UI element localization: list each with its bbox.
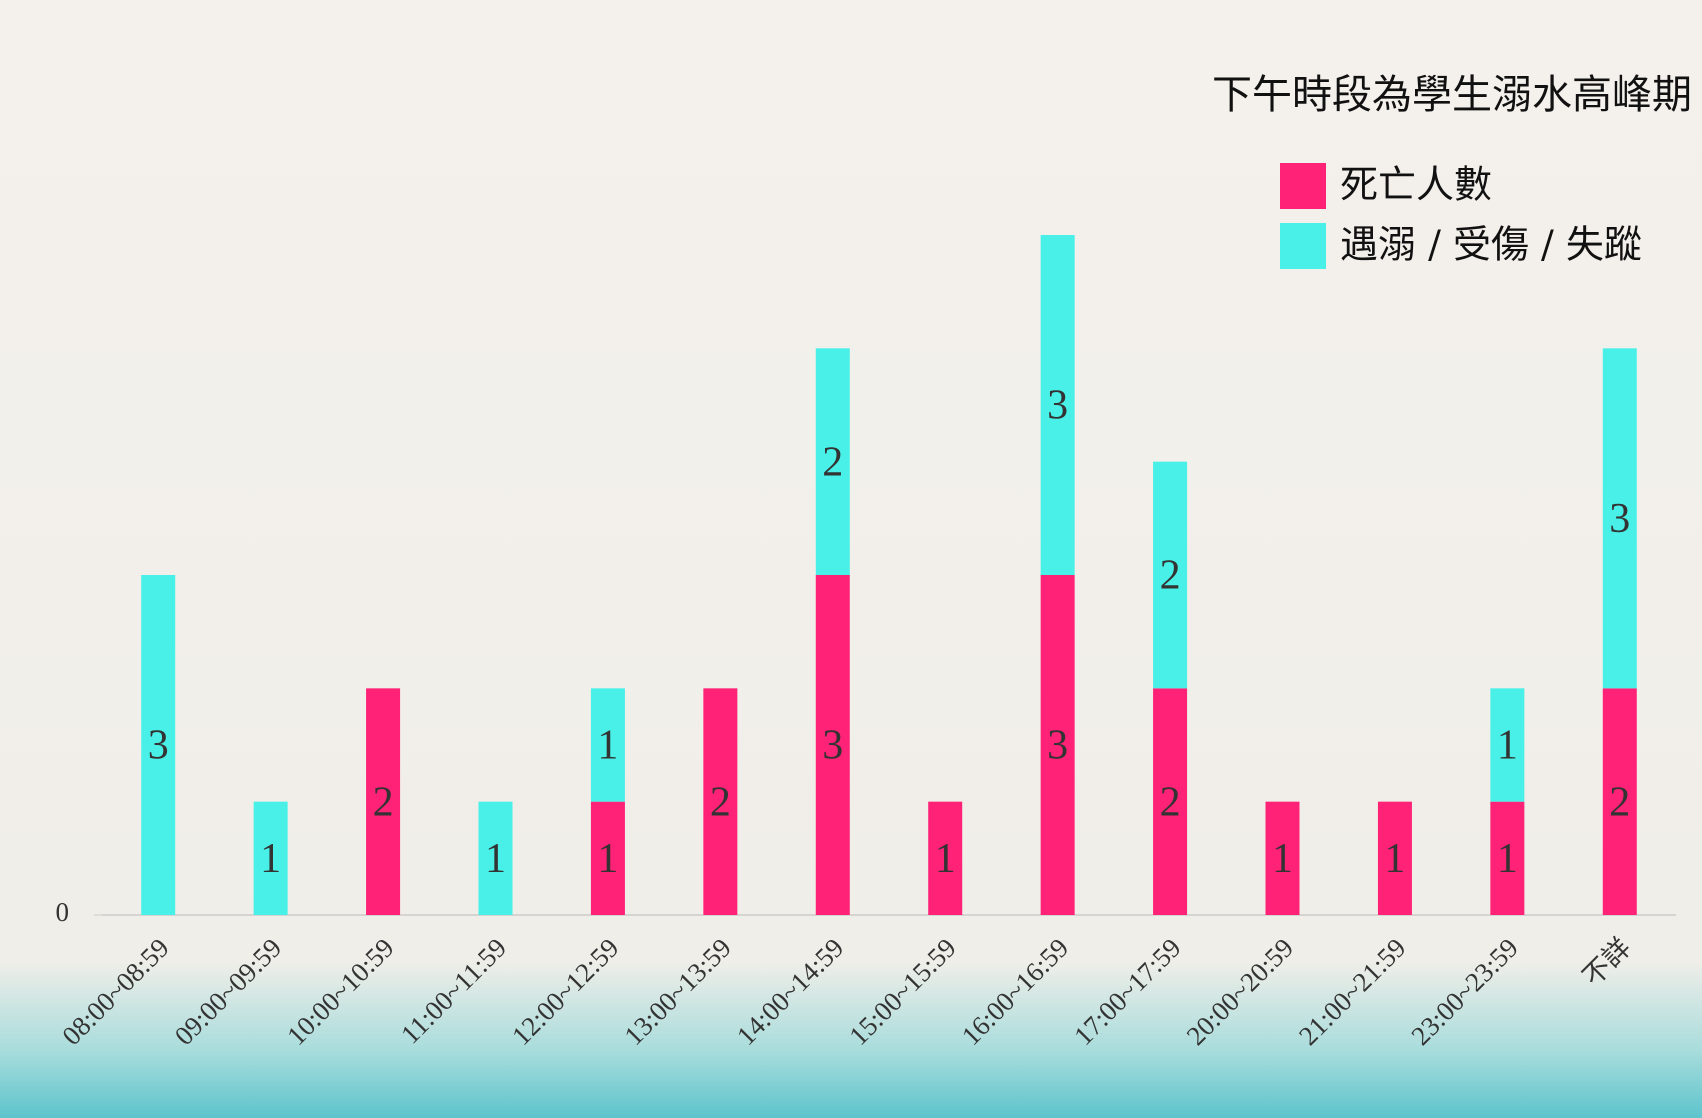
- bar-segment: [1490, 688, 1525, 802]
- data-label: 1: [485, 836, 506, 882]
- annotation: 下午時段為學生溺水高峰期: [1212, 72, 1692, 118]
- bar-segment: [590, 688, 625, 802]
- data-label: 1: [1497, 836, 1518, 882]
- data-label: 1: [1384, 836, 1405, 882]
- bar-segment: [478, 801, 513, 915]
- data-label: 1: [597, 836, 618, 882]
- bar-segment: [928, 801, 963, 915]
- y-tick-label: 0: [56, 897, 70, 927]
- bar-segment: [1490, 801, 1525, 915]
- data-label: 2: [1609, 779, 1630, 825]
- data-label: 1: [597, 723, 618, 769]
- data-label: 3: [1047, 723, 1068, 769]
- bar-segment: [366, 688, 401, 915]
- data-label: 3: [1609, 496, 1630, 542]
- data-label: 3: [148, 723, 169, 769]
- bar-segment: [253, 801, 288, 915]
- bar-segment: [1602, 688, 1637, 915]
- bar-segment: [1153, 461, 1188, 689]
- data-label: 1: [1497, 723, 1518, 769]
- bar-segment: [1040, 575, 1075, 915]
- data-label: 1: [935, 836, 956, 882]
- data-label: 2: [1160, 553, 1181, 599]
- bar-segment: [815, 348, 850, 575]
- legend-label: 死亡人數: [1340, 163, 1492, 207]
- legend-swatch: [1280, 163, 1326, 209]
- bar-segment: [1153, 688, 1188, 915]
- data-label: 2: [1160, 779, 1181, 825]
- data-label: 2: [710, 779, 731, 825]
- legend-label: 遇溺 / 受傷 / 失蹤: [1340, 223, 1642, 267]
- data-label: 3: [822, 723, 843, 769]
- bar-segment: [1602, 348, 1637, 689]
- bar-segment: [703, 688, 738, 915]
- data-label: 1: [1272, 836, 1293, 882]
- bar-segment: [815, 575, 850, 915]
- bar-segment: [1265, 801, 1300, 915]
- bar-segment: [141, 575, 176, 915]
- legend-swatch: [1280, 223, 1326, 269]
- data-label: 2: [822, 439, 843, 485]
- data-label: 2: [373, 779, 394, 825]
- bar-segment: [590, 801, 625, 915]
- bar-segment: [1377, 801, 1412, 915]
- bar-segment: [1040, 235, 1075, 575]
- data-label: 1: [260, 836, 281, 882]
- data-label: 3: [1047, 383, 1068, 429]
